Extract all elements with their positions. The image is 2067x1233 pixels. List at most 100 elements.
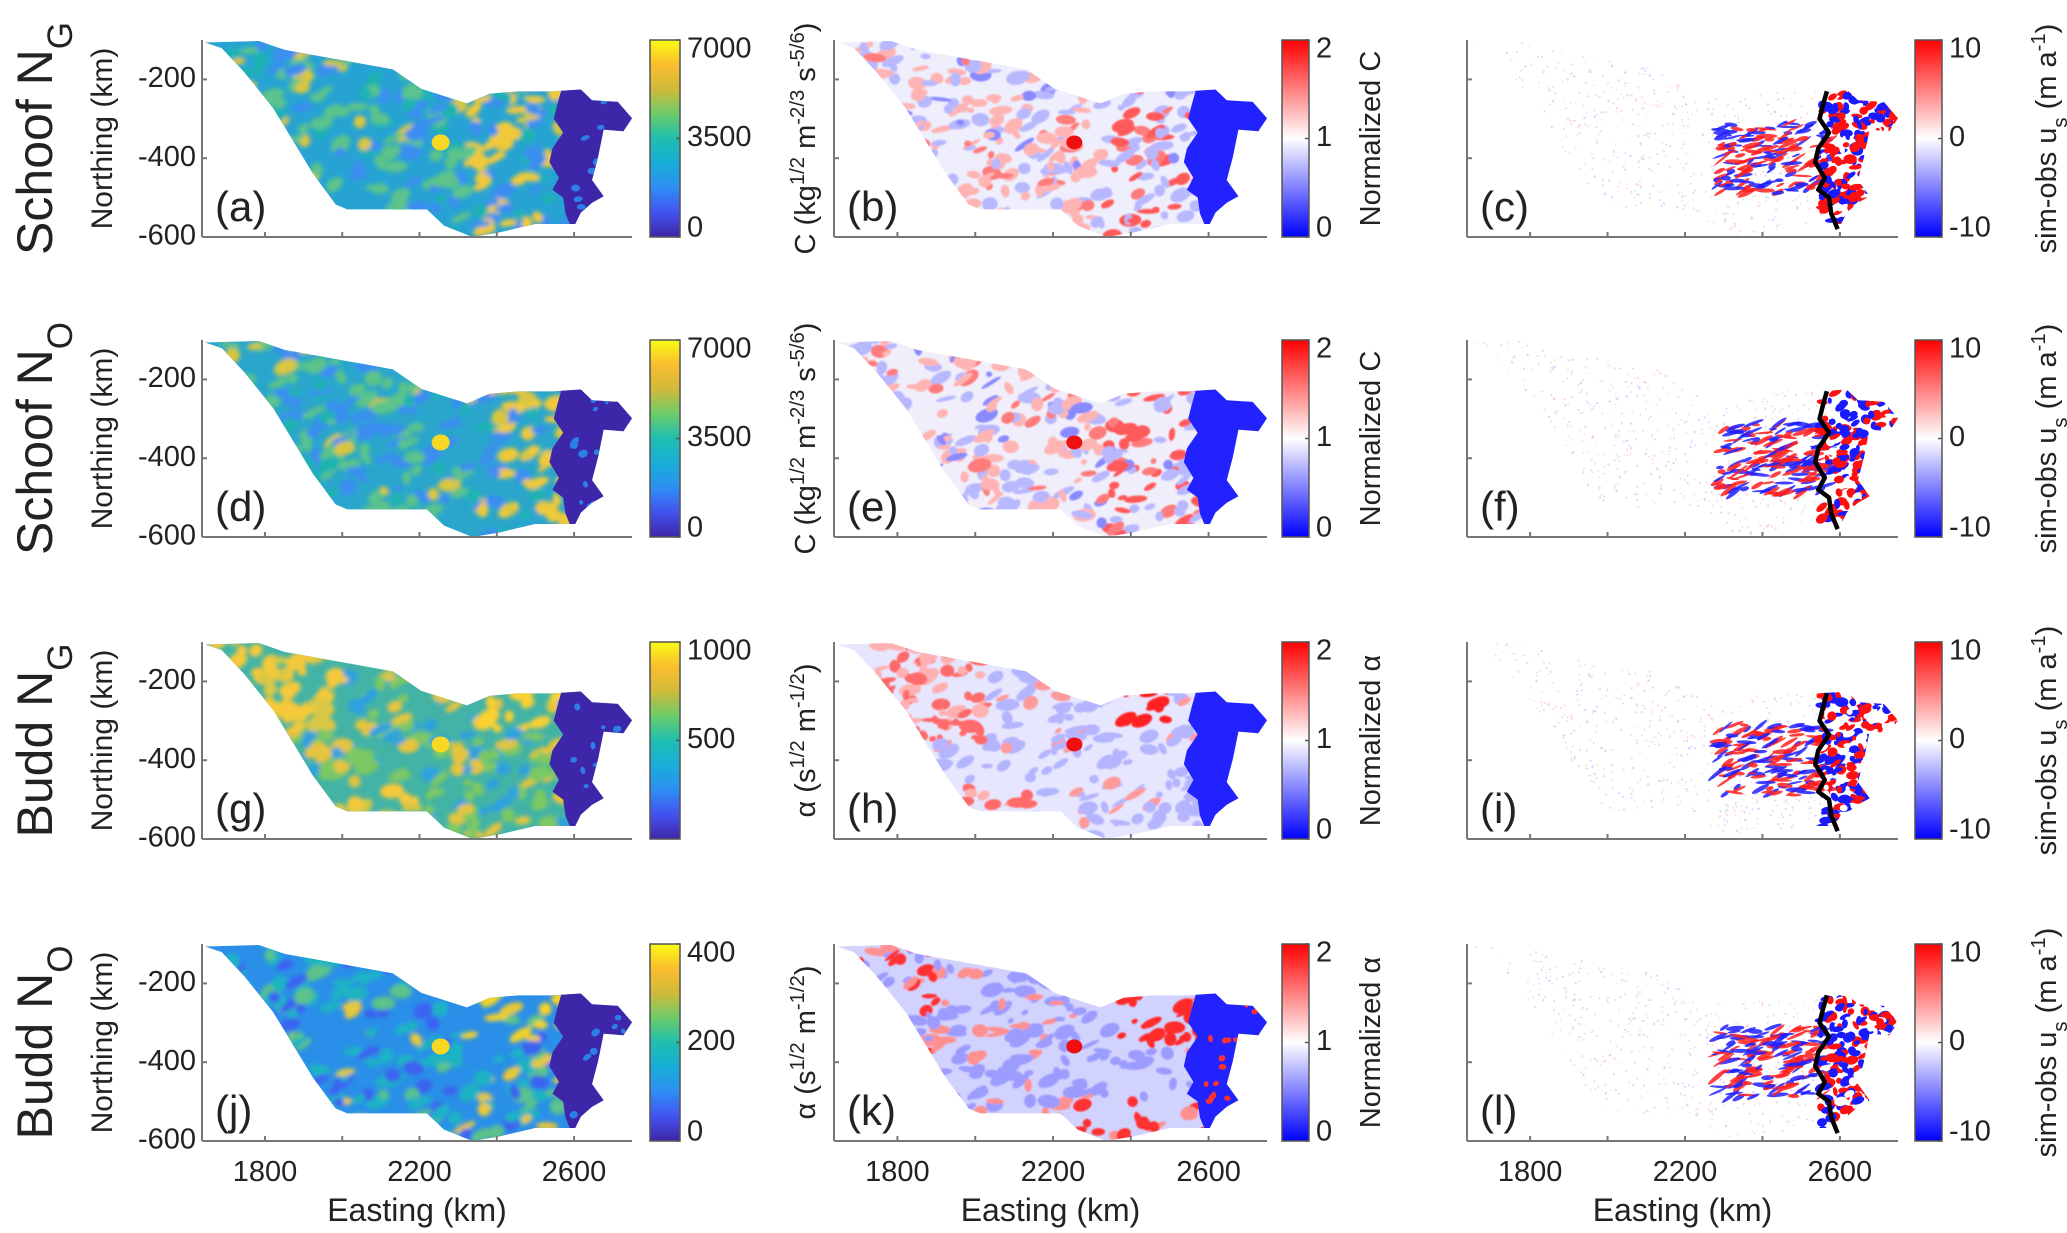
map-blob <box>1524 388 1528 392</box>
map-blob <box>1605 348 1608 350</box>
map-blob <box>1613 367 1616 370</box>
map-blob <box>1718 425 1729 435</box>
map-blob <box>1647 347 1651 350</box>
map-blob <box>1649 156 1651 159</box>
map-blob <box>1123 718 1132 726</box>
map-blob <box>205 667 215 684</box>
map-blob <box>1481 91 1483 95</box>
map-blob <box>451 746 469 764</box>
map-blob <box>1714 177 1724 185</box>
map-blob <box>1603 472 1606 475</box>
map-blob <box>1661 142 1663 145</box>
map-blob <box>1770 525 1773 528</box>
map-blob <box>1714 210 1717 212</box>
map-blob <box>1878 514 1884 521</box>
map-blob <box>1547 489 1550 492</box>
map-blob <box>1485 149 1487 152</box>
map-blob <box>1764 407 1767 410</box>
map-blob <box>1592 201 1595 204</box>
map-blob <box>534 501 558 516</box>
map-blob <box>1175 172 1190 186</box>
map-blob <box>1878 89 1887 96</box>
map-blob <box>837 733 849 744</box>
map-blob <box>1617 434 1620 437</box>
map-blob <box>1687 76 1690 80</box>
map-blob <box>1843 102 1850 111</box>
map-blob <box>1486 124 1489 128</box>
map-blob <box>1637 522 1640 525</box>
map-blob <box>837 451 846 467</box>
map-blob <box>1641 157 1645 161</box>
map-blob <box>973 344 982 353</box>
map-blob <box>1575 210 1577 212</box>
map-blob <box>931 225 941 236</box>
map-blob <box>1780 161 1803 166</box>
map-blob <box>604 759 610 766</box>
map-blob <box>245 457 258 473</box>
map-blob <box>1667 425 1669 427</box>
map-blob <box>569 441 579 449</box>
map-blob <box>1658 474 1661 478</box>
map-blob <box>1632 60 1635 63</box>
map-blob <box>1510 442 1513 445</box>
map-blob <box>1763 397 1766 400</box>
map-blob <box>1710 196 1713 198</box>
map-blob <box>869 470 892 480</box>
map-blob <box>268 156 279 172</box>
map-blob <box>301 202 311 212</box>
map-blob <box>1874 512 1888 518</box>
map-blob <box>1170 642 1191 653</box>
map-blob <box>1477 84 1480 87</box>
map-blob <box>1707 141 1710 144</box>
map-blob <box>268 376 291 389</box>
map-blob <box>964 810 980 825</box>
map-blob <box>288 373 298 384</box>
map-blob <box>210 656 220 670</box>
map-blob <box>1518 109 1520 111</box>
map-blob <box>931 682 948 694</box>
map-blob <box>597 124 605 130</box>
map-blob <box>1761 400 1764 403</box>
colorbar-label-part: -1 <box>2028 33 2050 51</box>
map-blob <box>1890 213 1898 221</box>
map-blob <box>1630 391 1633 393</box>
map-blob <box>837 729 846 745</box>
map-blob <box>481 362 506 377</box>
map-blob <box>491 469 501 479</box>
map-blob <box>1114 57 1137 67</box>
map-blob <box>929 96 952 102</box>
grounding-line <box>1812 90 1840 230</box>
map-blob <box>528 765 547 782</box>
colorbar-label-part: -5/6 <box>787 332 809 367</box>
map-blob <box>427 822 438 836</box>
map-blob <box>1498 456 1500 458</box>
map-blob <box>514 815 530 825</box>
map-blob <box>1646 116 1648 119</box>
map-blob <box>1783 394 1787 398</box>
map-blob <box>1564 108 1568 110</box>
map-blob <box>1470 97 1472 99</box>
map-blob <box>1654 132 1656 135</box>
map-blob <box>1715 381 1718 383</box>
map-blob <box>1694 444 1697 447</box>
map-blob <box>1851 142 1858 149</box>
map-blob <box>1629 359 1633 362</box>
map-blob <box>508 786 520 799</box>
map-blob <box>552 62 568 77</box>
map-blob <box>1791 487 1808 492</box>
map-blob <box>1054 363 1071 375</box>
map-blob <box>1894 455 1898 464</box>
map-blob <box>1627 372 1630 376</box>
map-blob <box>1879 137 1890 143</box>
map-blob <box>1746 479 1749 482</box>
map-blob <box>1608 400 1612 403</box>
map-blob <box>1616 97 1619 100</box>
map-blob <box>359 829 378 839</box>
map-blob <box>1767 477 1771 480</box>
map-blob <box>1021 90 1037 101</box>
map-blob <box>1626 58 1629 62</box>
map-blob <box>1640 96 1644 99</box>
map-blob <box>576 204 586 210</box>
map-blob <box>1610 64 1614 68</box>
